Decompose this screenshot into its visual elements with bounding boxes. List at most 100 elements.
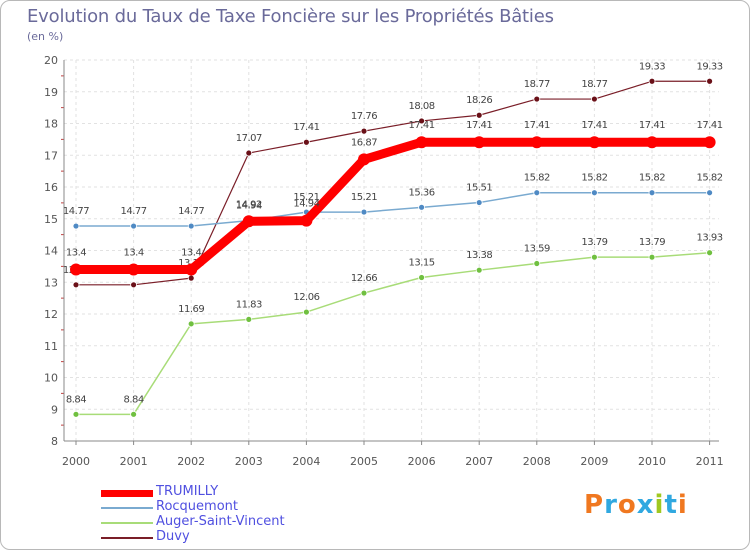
data-point-trumilly — [703, 136, 716, 149]
data-point-rocquemont — [72, 222, 80, 230]
data-point-auger-saint-vincent — [648, 253, 656, 261]
data-point-rocquemont — [187, 222, 195, 230]
data-label-auger-saint-vincent: 11.69 — [178, 304, 204, 315]
y-tick-label: 20 — [44, 54, 58, 67]
data-point-auger-saint-vincent — [533, 260, 541, 267]
data-label-duvy: 18.77 — [524, 79, 550, 90]
y-tick-label: 17 — [44, 149, 58, 162]
data-point-duvy — [302, 138, 310, 146]
legend-label-rocquemont: Rocquemont — [156, 499, 238, 514]
data-label-trumilly: 13.4 — [66, 248, 86, 259]
y-tick-label: 11 — [44, 340, 58, 353]
data-label-auger-saint-vincent: 13.15 — [409, 257, 435, 268]
data-label-rocquemont: 15.21 — [293, 192, 319, 203]
data-point-duvy — [130, 281, 138, 289]
y-tick-label: 8 — [51, 435, 58, 448]
logo-letter: i — [677, 490, 688, 520]
data-label-rocquemont: 15.51 — [466, 183, 492, 194]
data-label-trumilly: 17.41 — [697, 120, 723, 131]
data-point-duvy — [648, 77, 656, 85]
data-label-duvy: 17.41 — [293, 122, 319, 133]
x-tick-label: 2001 — [120, 455, 148, 468]
data-point-rocquemont — [706, 189, 713, 197]
data-point-rocquemont — [475, 199, 483, 206]
data-label-rocquemont: 14.77 — [178, 206, 204, 217]
data-point-auger-saint-vincent — [706, 249, 713, 257]
data-label-trumilly: 13.4 — [181, 248, 201, 259]
data-point-duvy — [360, 127, 368, 135]
data-label-duvy: 19.33 — [697, 61, 723, 72]
x-tick-label: 2007 — [465, 455, 493, 468]
y-tick-label: 14 — [44, 245, 58, 258]
series-line-trumilly — [71, 137, 715, 275]
legend-label-duvy: Duvy — [156, 529, 190, 544]
data-point-trumilly — [300, 214, 313, 227]
data-point-duvy — [245, 149, 253, 157]
data-label-auger-saint-vincent: 13.59 — [524, 244, 550, 255]
series-line-duvy — [75, 80, 711, 286]
data-point-auger-saint-vincent — [475, 266, 483, 274]
data-label-trumilly: 17.41 — [409, 120, 435, 131]
data-label-auger-saint-vincent: 11.83 — [236, 299, 262, 310]
data-point-trumilly — [588, 136, 601, 149]
legend-swatch-rocquemont — [101, 507, 153, 509]
data-label-auger-saint-vincent: 8.84 — [123, 394, 143, 405]
legend-label-trumilly: TRUMILLY — [156, 484, 219, 499]
logo-letter: P — [584, 490, 605, 520]
y-tick-label: 9 — [51, 403, 58, 416]
data-point-trumilly — [127, 263, 140, 276]
data-label-duvy: 18.26 — [466, 95, 492, 106]
data-point-duvy — [533, 95, 541, 103]
series-line-rocquemont — [75, 191, 711, 227]
logo-letter: r — [604, 490, 618, 520]
data-point-duvy — [72, 281, 80, 289]
data-point-rocquemont — [360, 208, 368, 216]
data-point-duvy — [418, 117, 426, 125]
legend-swatch-duvy — [101, 537, 153, 539]
logo-letter: t — [664, 490, 678, 520]
data-label-trumilly: 16.87 — [351, 137, 377, 148]
data-label-trumilly: 14.94 — [293, 199, 319, 210]
data-label-rocquemont: 15.36 — [409, 187, 435, 198]
data-label-duvy: 17.76 — [351, 111, 377, 122]
x-tick-label: 2006 — [408, 455, 436, 468]
legend-label-auger-saint-vincent: Auger-Saint-Vincent — [156, 514, 285, 529]
data-label-rocquemont: 15.82 — [639, 173, 665, 184]
data-label-trumilly: 17.41 — [466, 120, 492, 131]
data-label-auger-saint-vincent: 13.38 — [466, 250, 492, 261]
data-label-rocquemont: 14.94 — [236, 201, 262, 212]
data-point-auger-saint-vincent — [591, 253, 598, 261]
data-point-rocquemont — [533, 189, 541, 197]
data-label-trumilly: 17.41 — [639, 120, 665, 131]
legend-swatch-auger-saint-vincent — [101, 522, 153, 524]
y-tick-label: 15 — [44, 213, 58, 226]
data-point-rocquemont — [648, 189, 656, 197]
data-label-rocquemont: 15.21 — [351, 192, 377, 203]
x-tick-label: 2002 — [177, 455, 205, 468]
series-line-auger-saint-vincent — [75, 251, 711, 416]
data-point-trumilly — [358, 153, 370, 166]
data-label-rocquemont: 15.82 — [524, 173, 550, 184]
x-tick-label: 2010 — [638, 455, 666, 468]
data-label-rocquemont: 14.77 — [121, 206, 147, 217]
data-label-duvy: 18.08 — [409, 101, 435, 112]
y-tick-label: 19 — [44, 86, 58, 99]
y-axis-unit: (en %) — [27, 30, 64, 43]
y-tick-label: 13 — [44, 276, 58, 289]
x-tick-label: 2000 — [62, 455, 90, 468]
data-label-auger-saint-vincent: 12.06 — [293, 292, 319, 303]
data-point-auger-saint-vincent — [360, 289, 368, 297]
logo-letter: x — [636, 490, 655, 520]
logo-letter: i — [654, 490, 665, 520]
data-point-auger-saint-vincent — [72, 410, 80, 418]
data-point-trumilly — [70, 263, 82, 276]
data-label-trumilly: 17.41 — [524, 120, 550, 131]
data-label-rocquemont: 14.77 — [63, 206, 89, 217]
data-point-trumilly — [185, 263, 198, 276]
legend-swatch-trumilly — [101, 489, 153, 497]
chart-title: Evolution du Taux de Taxe Foncière sur l… — [27, 6, 554, 27]
data-label-rocquemont: 15.82 — [697, 173, 723, 184]
y-tick-label: 12 — [44, 308, 58, 321]
